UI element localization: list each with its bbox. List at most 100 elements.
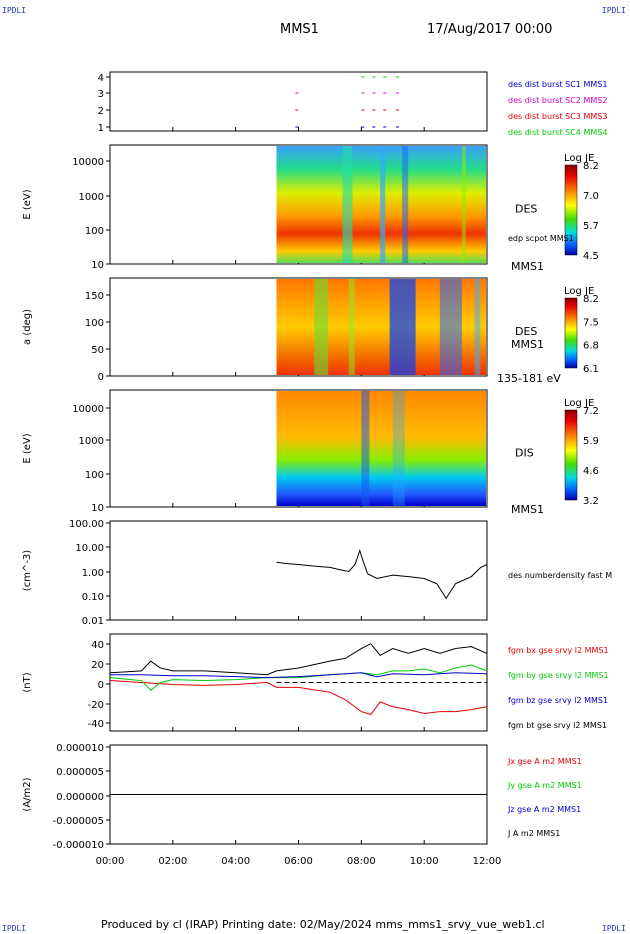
magnetic-field-ytick-label: 0 (98, 680, 104, 691)
dis-energy-heatmap-streak (361, 391, 370, 506)
availability-frame (109, 71, 488, 132)
x-tick-label: 00:00 (96, 856, 125, 867)
dis-energy-label: DIS (515, 447, 534, 460)
des-pitch-heatmap-streak (389, 279, 416, 375)
magnetic-field-ylabel: (nT) (22, 672, 33, 692)
j-legend-entry: Jy gse A m2 MMS1 (507, 781, 582, 790)
corner-label-bottom-left: IPDLI (2, 924, 27, 933)
des-energy-annotation: edp scpot MMS1 (508, 234, 574, 243)
des-energy-heatmap-streak (380, 146, 386, 263)
current-density-ytick-label: -0.000005 (53, 816, 104, 827)
dis-energy-colorbar-title: Log JE (564, 398, 594, 409)
des-pitch-colorbar-tick: 8.2 (583, 294, 599, 305)
dis-energy-ytick-label: 10000 (72, 404, 104, 415)
density-ylabel: (cm^-3) (22, 550, 33, 591)
des-pitch-ytick-label: 100 (85, 318, 104, 329)
x-tick-label: 08:00 (347, 856, 376, 867)
availability-ytick-label: 3 (98, 89, 104, 100)
footer-text: Produced by cl (IRAP) Printing date: 02/… (101, 918, 545, 931)
magnetic-field-ytick-label: -40 (88, 719, 104, 730)
des-pitch-ylabel: a (deg) (22, 309, 33, 345)
des-energy-heatmap-streak (342, 146, 353, 263)
current-density-ylabel: (A/m2) (22, 777, 33, 811)
j-legend-entry: Jx gse A m2 MMS1 (507, 757, 582, 766)
corner-label-bottom-right: IPDLI (601, 924, 626, 933)
dis-energy-bottom-label: MMS1 (511, 503, 544, 516)
des-energy-colorbar-tick: 5.7 (583, 221, 599, 232)
des-energy-ytick-label: 1000 (79, 192, 104, 203)
spacecraft-title: MMS1 (280, 22, 319, 37)
dis-energy-colorbar-tick: 3.2 (583, 496, 599, 507)
des-pitch-heatmap-streak (348, 279, 355, 375)
x-tick-label: 02:00 (158, 856, 187, 867)
des-pitch-heatmap-streak (439, 279, 462, 375)
x-tick-label: 10:00 (410, 856, 439, 867)
des-energy-colorbar-tick: 8.2 (583, 161, 599, 172)
density-legend-entry: des numberdensity fast M (508, 571, 612, 580)
availability-ytick-label: 1 (98, 123, 104, 134)
availability-ytick-label: 4 (98, 73, 104, 84)
date-title: 17/Aug/2017 00:00 (427, 22, 553, 37)
dis-energy-ytick-label: 100 (85, 470, 104, 481)
corner-label-top-left: IPDLI (2, 6, 27, 15)
des-pitch-colorbar (564, 297, 578, 369)
x-tick-label: 04:00 (221, 856, 250, 867)
magnetic-field-ytick-label: 20 (91, 660, 104, 671)
current-density-ytick-label: 0.000010 (56, 743, 104, 754)
magnetic-field-ytick-label: 40 (91, 640, 104, 651)
des-energy-heatmap-streak (402, 146, 409, 263)
b-legend-entry: fgm bz gse srvy l2 MMS1 (508, 696, 608, 705)
des-pitch-colorbar-tick: 6.8 (583, 341, 599, 352)
density-series-line (276, 548, 488, 600)
current-density-ytick-label: -0.000010 (53, 840, 104, 851)
j-legend-entry: J A m2 MMS1 (507, 829, 560, 838)
des-pitch-colorbar-tick: 6.1 (583, 364, 599, 375)
b-series-by (109, 664, 488, 691)
b-series-bz (110, 672, 488, 679)
des-energy-heatmap-streak (461, 146, 466, 263)
density-ytick-label: 0.10 (82, 592, 104, 603)
des-pitch-colorbar-title: Log JE (564, 286, 594, 297)
j-legend-entry: Jz gse A m2 MMS1 (507, 805, 581, 814)
b-legend-entry: fgm by gse srvy l2 MMS1 (508, 671, 609, 680)
des-pitch-heatmap-streak (474, 279, 481, 375)
dis-energy-colorbar-tick: 7.2 (583, 406, 599, 417)
des-pitch-ytick-label: 150 (85, 291, 104, 302)
b-series-bt (109, 643, 488, 676)
current-density-ytick-label: 0.000000 (56, 792, 104, 803)
availability-legend-entry: des dist burst SC3 MMS3 (508, 112, 607, 121)
des-energy-ytick-label: 10 (91, 260, 104, 271)
des-pitch-heatmap-streak (314, 279, 329, 375)
dis-energy-colorbar-tick: 4.6 (583, 466, 599, 477)
des-energy-label: DES (515, 203, 537, 216)
des-energy-ytick-label: 100 (85, 226, 104, 237)
dis-energy-heatmap (276, 391, 486, 506)
des-pitch-label2: MMS1 (511, 338, 544, 351)
des-energy-ytick-label: 10000 (72, 157, 104, 168)
des-energy-colorbar (564, 164, 578, 256)
magnetic-field-ytick-label: -20 (88, 700, 104, 711)
dis-energy-colorbar (564, 409, 578, 501)
corner-label-top-right: IPDLI (601, 6, 626, 15)
dis-energy-ylabel: E (eV) (22, 433, 33, 463)
b-legend-entry: fgm bx gse srvy l2 MMS1 (508, 646, 609, 655)
density-frame (109, 520, 488, 621)
des-pitch-ytick-label: 0 (98, 372, 104, 383)
dis-energy-ytick-label: 10 (91, 503, 104, 514)
density-ytick-label: 10.00 (75, 543, 104, 554)
dis-energy-ytick-label: 1000 (79, 436, 104, 447)
density-ytick-label: 1.00 (82, 568, 104, 579)
availability-ytick-label: 2 (98, 106, 104, 117)
availability-legend-entry: des dist burst SC4 MMS4 (508, 128, 607, 137)
dis-energy-colorbar-tick: 5.9 (583, 436, 599, 447)
des-energy-bottom-label: MMS1 (511, 260, 544, 273)
des-pitch-ytick-label: 50 (91, 345, 104, 356)
des-energy-colorbar-tick: 4.5 (583, 251, 599, 262)
density-ytick-label: 0.01 (82, 616, 104, 627)
dis-energy-heatmap-streak (392, 391, 405, 506)
des-energy-colorbar-tick: 7.0 (583, 191, 599, 202)
des-energy-ylabel: E (eV) (22, 189, 33, 219)
des-pitch-label: DES (515, 325, 537, 338)
b-series-bx (109, 680, 488, 716)
